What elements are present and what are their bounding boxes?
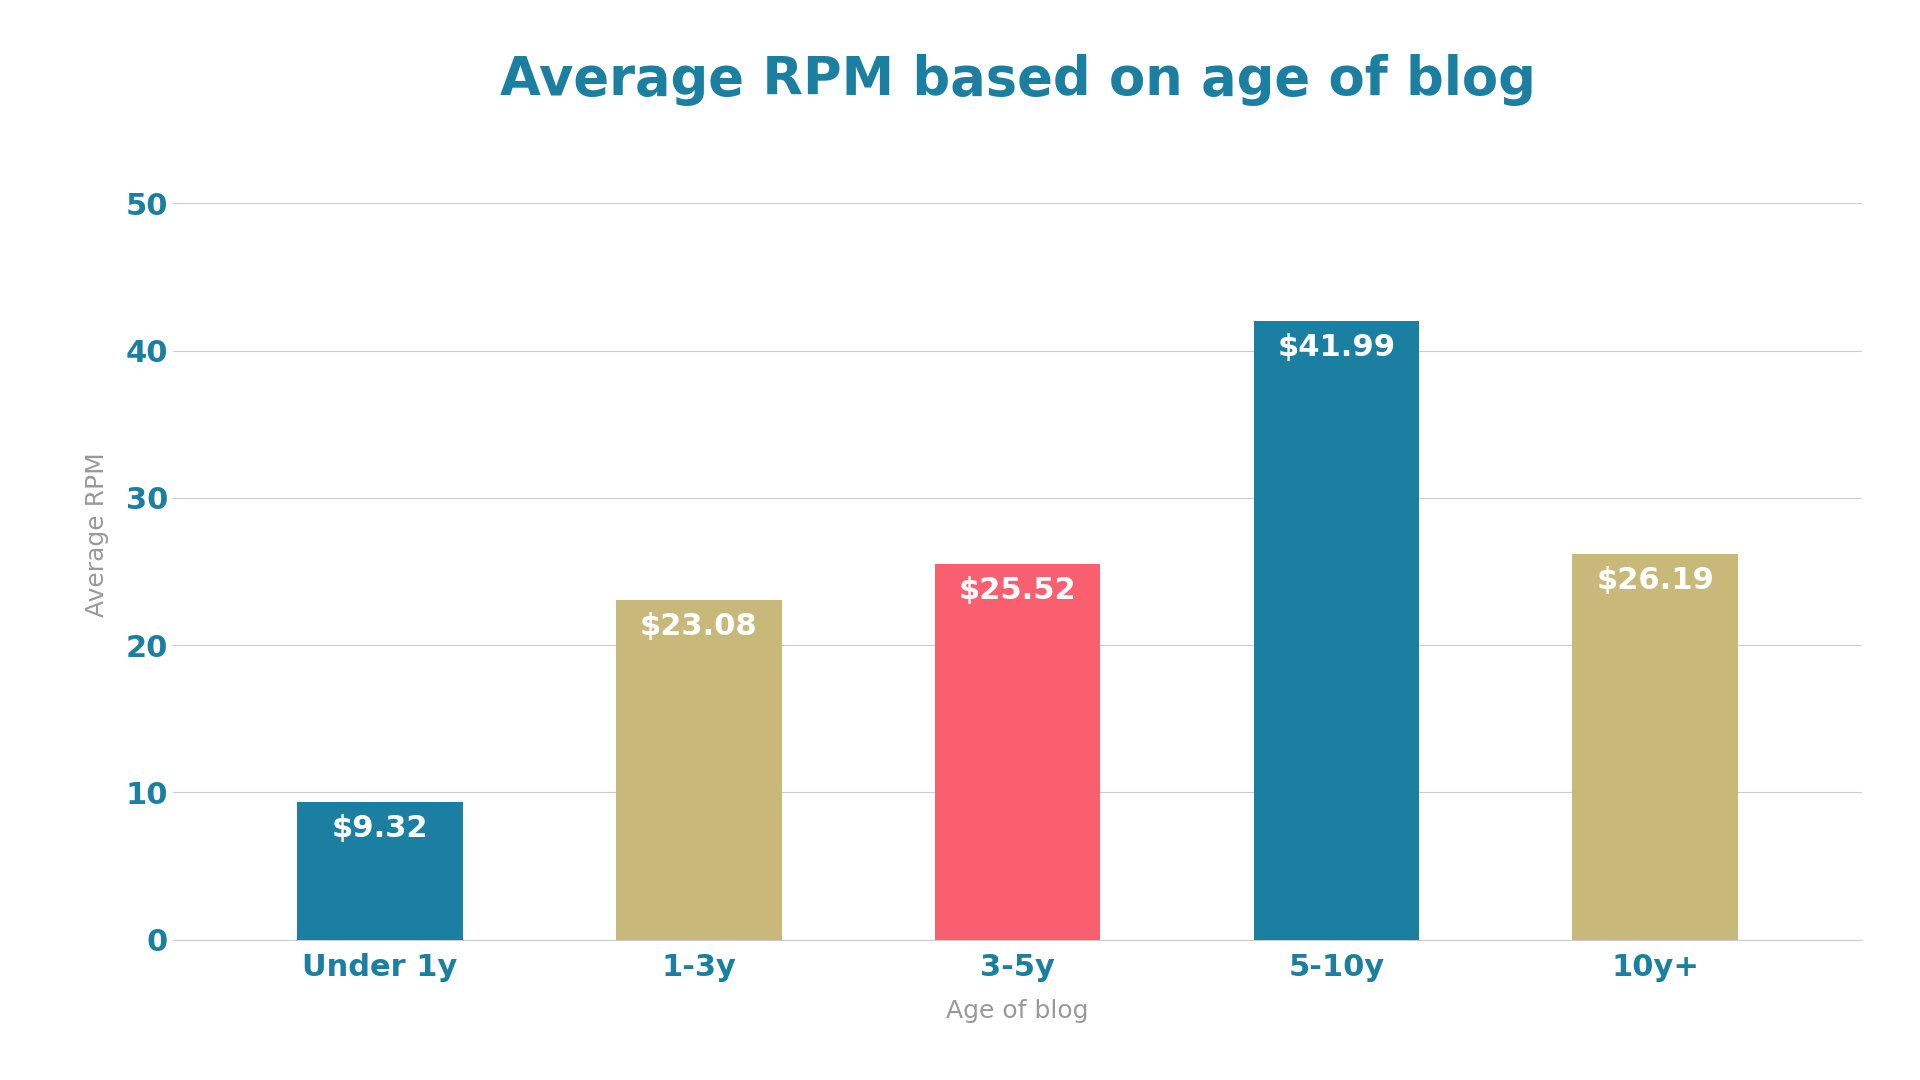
Bar — [616, 599, 781, 940]
Title: Average RPM based on age of blog: Average RPM based on age of blog — [499, 54, 1536, 106]
Bar — [935, 564, 1100, 940]
Text: $9.32: $9.32 — [332, 814, 428, 843]
Y-axis label: Average RPM: Average RPM — [84, 453, 109, 617]
Bar — [1254, 321, 1419, 940]
Bar — [298, 802, 463, 940]
Text: $26.19: $26.19 — [1596, 566, 1715, 595]
Text: $25.52: $25.52 — [958, 576, 1077, 605]
Text: $41.99: $41.99 — [1277, 334, 1396, 362]
X-axis label: Age of blog: Age of blog — [947, 999, 1089, 1023]
Bar — [1572, 554, 1738, 940]
Text: $23.08: $23.08 — [639, 611, 758, 640]
